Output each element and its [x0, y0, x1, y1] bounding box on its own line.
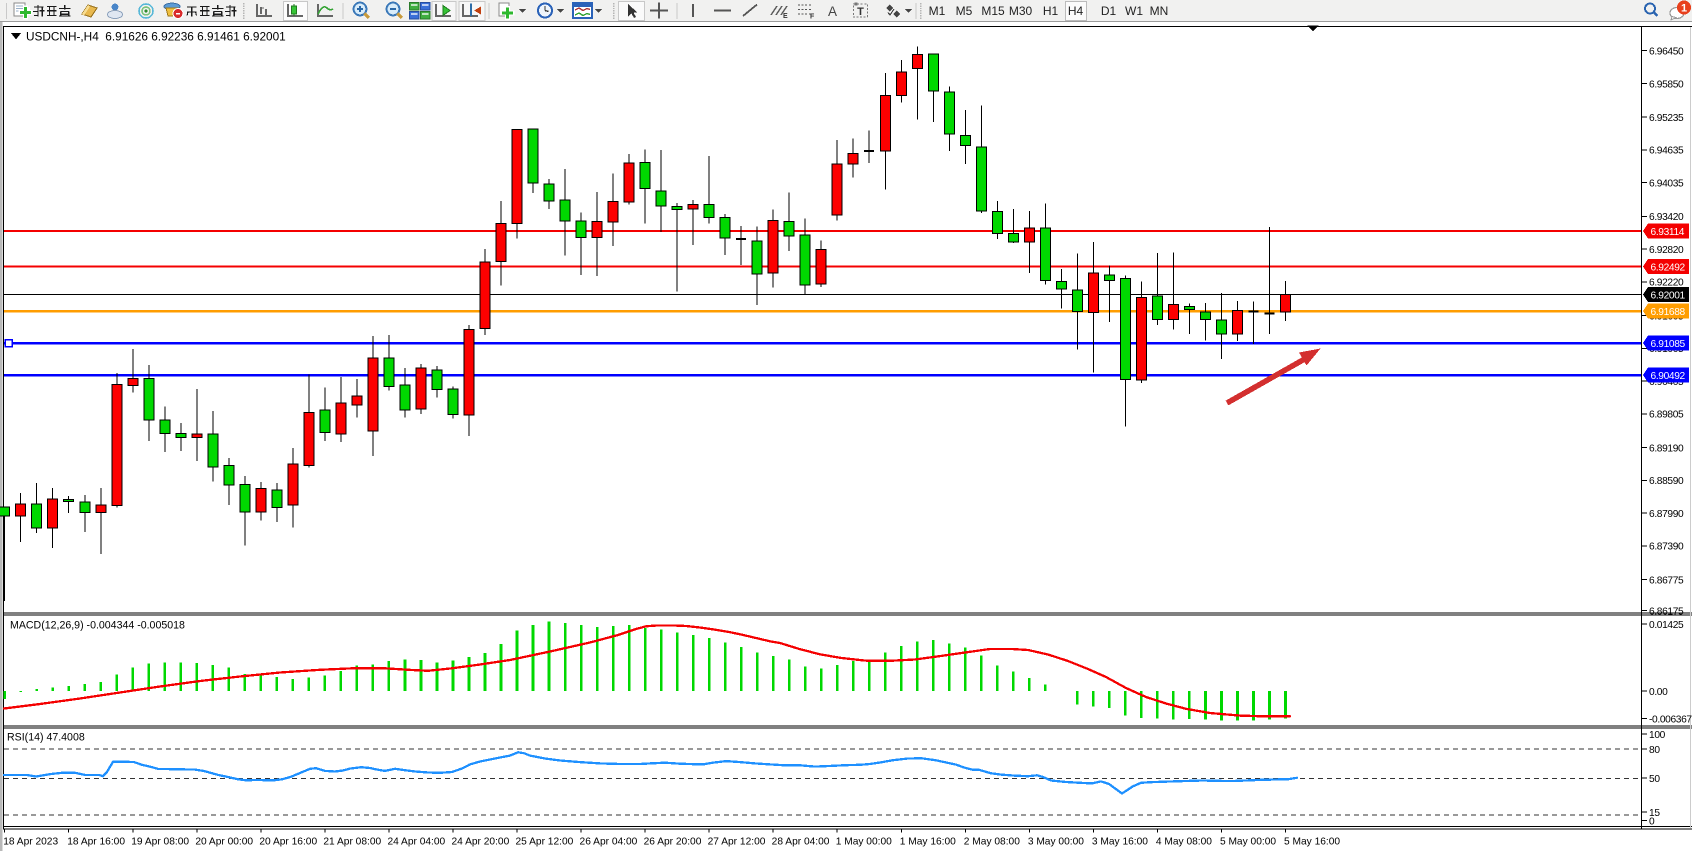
svg-text:H1: H1	[1043, 4, 1059, 18]
svg-text:3 May 16:00: 3 May 16:00	[1092, 837, 1148, 848]
svg-text:6.91688: 6.91688	[1651, 307, 1686, 318]
svg-text:-0.006367: -0.006367	[1649, 714, 1692, 725]
svg-text:6.87390: 6.87390	[1649, 542, 1684, 553]
svg-text:6.89190: 6.89190	[1649, 443, 1684, 454]
svg-text:100: 100	[1649, 730, 1666, 741]
svg-text:6.92001: 6.92001	[1651, 290, 1686, 301]
svg-text:5 May 00:00: 5 May 00:00	[1220, 837, 1276, 848]
svg-text:20 Apr 16:00: 20 Apr 16:00	[259, 837, 317, 848]
svg-text:50: 50	[1649, 774, 1660, 785]
svg-text:6.95850: 6.95850	[1649, 79, 1684, 90]
svg-text:M30: M30	[1009, 4, 1033, 18]
svg-text:15: 15	[1649, 808, 1660, 819]
svg-text:H4: H4	[1068, 4, 1084, 18]
svg-text:2 May 08:00: 2 May 08:00	[964, 837, 1020, 848]
svg-text:F: F	[810, 14, 815, 21]
svg-text:6.95235: 6.95235	[1649, 113, 1684, 124]
svg-text:6.86775: 6.86775	[1649, 575, 1684, 586]
svg-text:18 Apr 16:00: 18 Apr 16:00	[67, 837, 125, 848]
svg-text:0.01425: 0.01425	[1649, 620, 1684, 631]
svg-text:6.93114: 6.93114	[1651, 227, 1685, 238]
svg-text:T: T	[857, 6, 864, 18]
svg-text:28 Apr 04:00: 28 Apr 04:00	[772, 837, 830, 848]
svg-text:6.90492: 6.90492	[1651, 371, 1686, 382]
svg-text:0.00: 0.00	[1649, 687, 1668, 698]
svg-text:19 Apr 08:00: 19 Apr 08:00	[131, 837, 189, 848]
svg-text:6.92820: 6.92820	[1649, 245, 1684, 256]
svg-text:25 Apr 12:00: 25 Apr 12:00	[516, 837, 574, 848]
svg-text:M15: M15	[981, 4, 1005, 18]
svg-text:M1: M1	[929, 4, 946, 18]
svg-text:USDCNH-,H4 6.91626 6.92236 6.: USDCNH-,H4 6.91626 6.92236 6.91461 6.920…	[26, 30, 286, 44]
svg-text:6.87990: 6.87990	[1649, 509, 1684, 520]
svg-text:3 May 00:00: 3 May 00:00	[1028, 837, 1084, 848]
svg-text:MACD(12,26,9) -0.004344 -0.005: MACD(12,26,9) -0.004344 -0.005018	[10, 620, 185, 632]
svg-text:26 Apr 20:00: 26 Apr 20:00	[644, 837, 702, 848]
svg-text:D1: D1	[1101, 4, 1117, 18]
svg-text:6.96450: 6.96450	[1649, 47, 1684, 58]
svg-text:27 Apr 12:00: 27 Apr 12:00	[708, 837, 766, 848]
svg-text:E: E	[783, 13, 788, 20]
svg-text:1: 1	[1681, 3, 1687, 15]
svg-text:RSI(14) 47.4008: RSI(14) 47.4008	[7, 732, 85, 744]
svg-text:6.86175: 6.86175	[1649, 606, 1684, 617]
svg-text:80: 80	[1649, 745, 1660, 756]
svg-text:18 Apr 2023: 18 Apr 2023	[3, 837, 58, 848]
svg-text:6.93420: 6.93420	[1649, 212, 1684, 223]
svg-text:6.94635: 6.94635	[1649, 146, 1684, 157]
svg-text:0: 0	[1649, 816, 1655, 827]
svg-text:21 Apr 08:00: 21 Apr 08:00	[323, 837, 381, 848]
svg-text:M5: M5	[956, 4, 973, 18]
svg-text:W1: W1	[1125, 4, 1143, 18]
svg-text:24 Apr 20:00: 24 Apr 20:00	[451, 837, 509, 848]
svg-text:6.91085: 6.91085	[1651, 339, 1686, 350]
svg-text:26 Apr 04:00: 26 Apr 04:00	[580, 837, 638, 848]
svg-text:MN: MN	[1150, 4, 1169, 18]
svg-text:4 May 08:00: 4 May 08:00	[1156, 837, 1212, 848]
svg-text:6.92220: 6.92220	[1649, 278, 1684, 289]
svg-text:20 Apr 00:00: 20 Apr 00:00	[195, 837, 253, 848]
svg-text:24 Apr 04:00: 24 Apr 04:00	[387, 837, 445, 848]
svg-text:6.92492: 6.92492	[1651, 262, 1686, 273]
svg-text:6.94035: 6.94035	[1649, 179, 1684, 190]
svg-text:A: A	[828, 4, 837, 19]
svg-text:5 May 16:00: 5 May 16:00	[1284, 837, 1340, 848]
svg-text:6.89805: 6.89805	[1649, 410, 1684, 421]
svg-text:1 May 00:00: 1 May 00:00	[836, 837, 892, 848]
svg-text:6.88590: 6.88590	[1649, 476, 1684, 487]
svg-text:1 May 16:00: 1 May 16:00	[900, 837, 956, 848]
